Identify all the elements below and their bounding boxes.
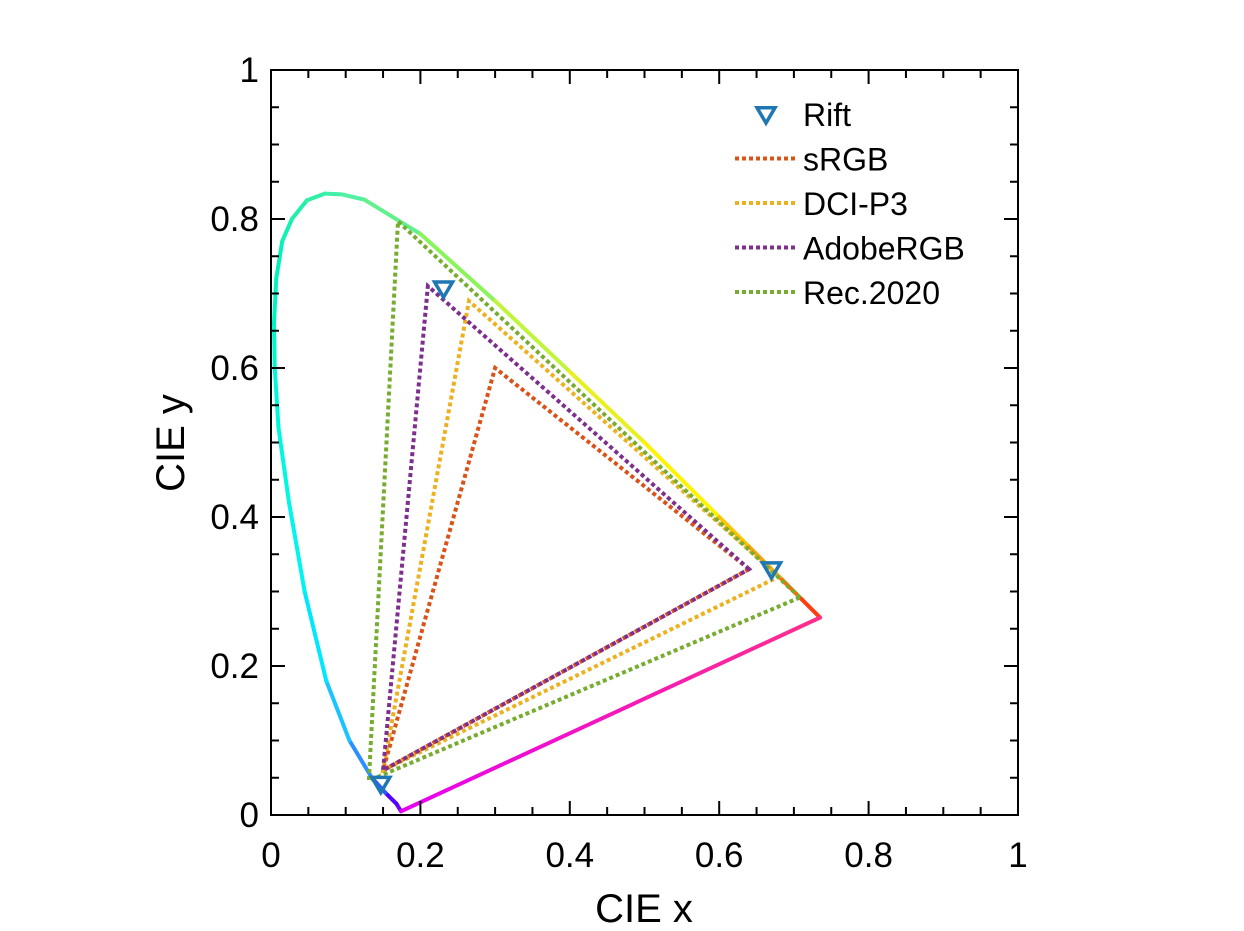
y-tick-label: 0.8 — [210, 200, 259, 239]
y-tick-label: 0.2 — [210, 647, 259, 686]
legend-marker-rift — [753, 105, 779, 127]
legend-label: sRGB — [803, 142, 888, 178]
gamut-dci-p3 — [380, 297, 783, 774]
spectral-locus-segment — [274, 239, 285, 281]
x-tick-label: 0.8 — [844, 836, 893, 875]
spectral-locus-segment — [362, 197, 423, 236]
spectral-locus-segment — [717, 515, 752, 549]
rift-marker — [431, 280, 456, 301]
legend-label: Rift — [803, 97, 851, 133]
spectral-locus-segment — [493, 298, 572, 374]
gamut-srgb — [379, 364, 753, 775]
spectral-locus-segment — [339, 192, 367, 202]
spectral-locus-segment — [418, 231, 498, 303]
x-tick-label: 0 — [261, 836, 280, 875]
rift-marker — [759, 561, 784, 582]
spectral-locus-segment — [322, 191, 344, 197]
legend-label: Rec.2020 — [803, 275, 940, 311]
y-axis-title: CIE y — [149, 394, 193, 492]
spectral-locus-segment — [280, 217, 294, 244]
y-tick-label: 0.4 — [210, 498, 259, 537]
axes: 0 0.2 0.4 0.6 0.8 1 0 0.2 0.4 0.6 0.8 1 — [210, 51, 1027, 875]
y-tick-label: 0 — [240, 796, 259, 835]
legend: Rift sRGB DCI-P3 AdobeRGB Rec.2020 — [735, 97, 965, 311]
x-tick-label: 0.4 — [545, 836, 594, 875]
gamut-rec-2020 — [366, 216, 804, 784]
line-of-purples — [398, 615, 823, 814]
x-tick-label: 0.2 — [396, 836, 445, 875]
spectral-locus-segment — [271, 276, 279, 326]
y-tick-label: 1 — [240, 51, 259, 90]
spectral-locus-segment — [276, 425, 291, 505]
legend-label: DCI-P3 — [803, 186, 908, 222]
gamut-adobergb — [380, 281, 753, 774]
spectral-locus-segment — [289, 198, 309, 221]
plot-area — [271, 191, 823, 814]
rift-marker — [368, 775, 393, 797]
spectral-locus-segment — [567, 369, 647, 445]
spectral-locus-segment — [799, 596, 823, 620]
spectral-locus-segment — [324, 678, 352, 743]
y-tick-label: 0.6 — [210, 349, 259, 388]
spectral-locus-segment — [272, 366, 281, 430]
spectral-locus-segment — [642, 440, 722, 519]
x-tick-label: 0.6 — [695, 836, 744, 875]
x-axis-title: CIE x — [595, 887, 693, 931]
spectral-locus-segment — [302, 589, 329, 683]
spectral-locus-segment — [286, 500, 307, 594]
legend-label: AdobeRGB — [803, 231, 965, 267]
x-tick-label: 1 — [1008, 836, 1027, 875]
spectral-locus-segment — [383, 790, 399, 806]
spectral-locus-segment — [304, 191, 327, 203]
